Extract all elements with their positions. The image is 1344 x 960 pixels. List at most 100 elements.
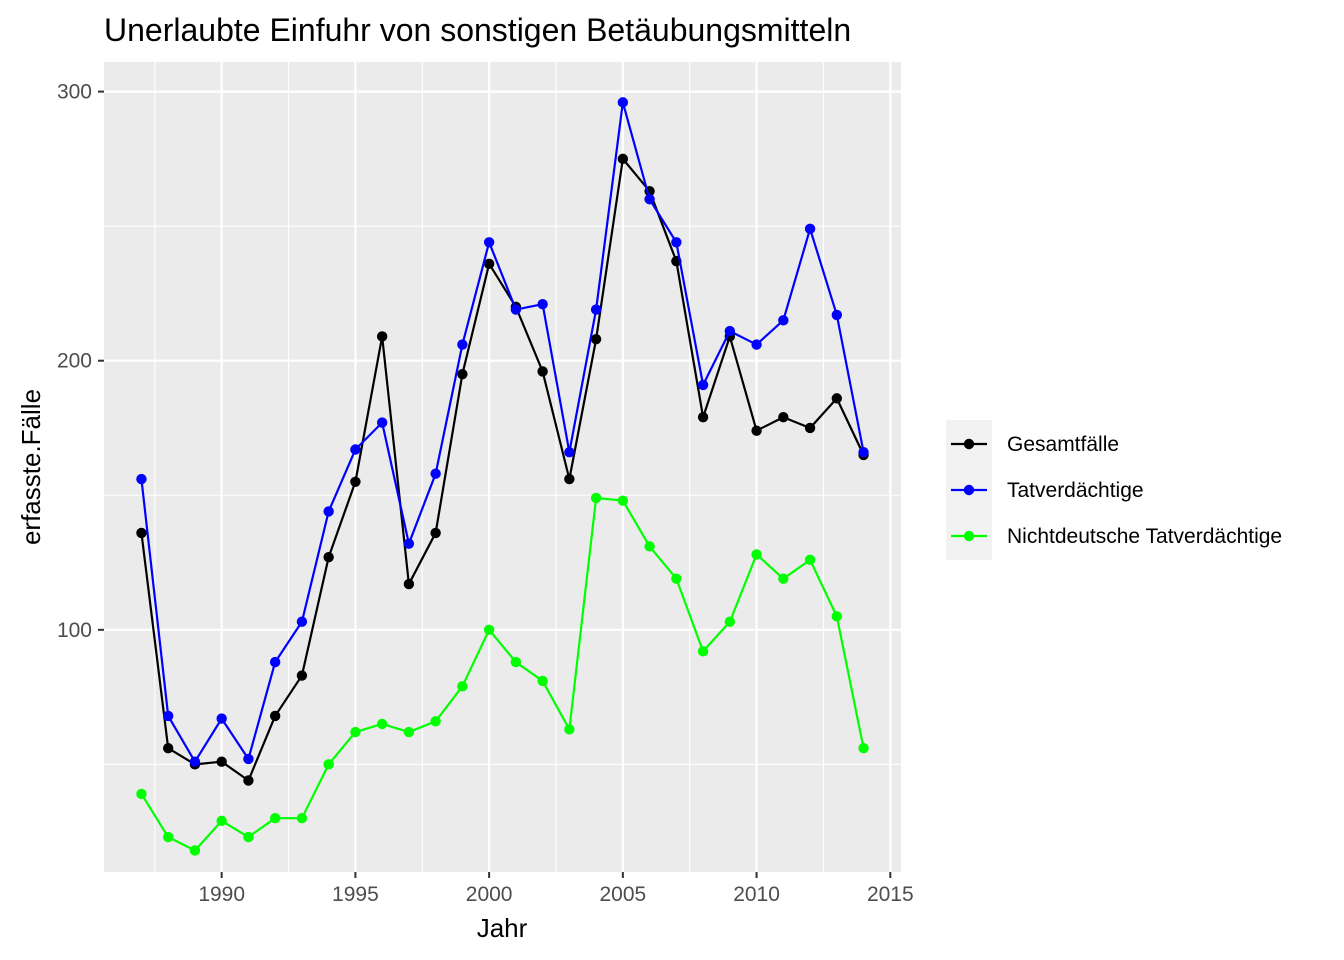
x-axis-title: Jahr: [477, 913, 528, 943]
data-point-1-2012: [804, 223, 816, 235]
data-point-2-1988: [162, 831, 174, 843]
data-point-1-2008: [697, 379, 709, 391]
data-point-1-1989: [189, 756, 201, 767]
data-point-2-1991: [243, 831, 254, 843]
data-point-1-1990: [216, 713, 227, 724]
data-point-1-2007: [671, 237, 682, 248]
data-point-2-1998: [430, 716, 441, 727]
x-tick-label-2005: 2005: [599, 883, 646, 906]
series-line-1: [140, 101, 865, 763]
series-1: [136, 97, 869, 767]
data-point-1-1995: [350, 444, 361, 455]
data-point-0-1997: [403, 578, 415, 590]
data-point-0-2012: [804, 422, 816, 434]
data-point-2-2010: [751, 549, 762, 560]
data-point-0-1991: [243, 775, 254, 786]
x-tick-label-2000: 2000: [466, 883, 513, 906]
data-point-2-1997: [403, 726, 415, 738]
data-point-2-1990: [216, 815, 227, 827]
data-point-2-1995: [350, 726, 361, 738]
data-point-1-1991: [243, 753, 254, 765]
legend-marker-2: [963, 530, 975, 542]
data-point-0-1999: [457, 368, 468, 380]
data-point-2-2004: [590, 492, 602, 504]
data-point-2-1987: [136, 788, 147, 800]
legend-marker-1: [963, 484, 975, 496]
data-point-1-1996: [376, 417, 388, 428]
data-point-2-2001: [510, 656, 522, 668]
data-point-1-2013: [831, 309, 843, 321]
legend-label-1: Tatverdächtige: [1007, 479, 1144, 502]
data-point-1-1994: [323, 506, 334, 517]
y-tick-label-300: 300: [57, 81, 92, 104]
data-point-1-1999: [457, 339, 468, 350]
series-2: [136, 492, 869, 856]
data-point-2-2013: [831, 611, 843, 622]
y-tick-label-200: 200: [57, 350, 92, 373]
x-tick-label-2010: 2010: [733, 883, 780, 906]
data-point-2-2009: [724, 616, 736, 627]
legend-label-0: Gesamtfälle: [1007, 433, 1119, 456]
data-point-0-2008: [697, 412, 709, 423]
data-point-0-1990: [216, 756, 227, 767]
data-point-1-2014: [858, 446, 869, 458]
series-layer: [136, 97, 869, 856]
data-point-0-2000: [483, 258, 495, 270]
data-point-2-2012: [804, 554, 816, 566]
data-point-0-2003: [564, 473, 575, 485]
chart-title: Unerlaubte Einfuhr von sonstigen Betäubu…: [104, 12, 851, 48]
legend: Gesamtfälle Tatverdächtige Nichtdeutsche T…: [946, 420, 1282, 560]
data-point-0-1994: [323, 551, 334, 563]
data-point-1-2005: [617, 97, 629, 108]
x-tick-label-2015: 2015: [867, 883, 914, 906]
data-point-1-1998: [430, 468, 441, 479]
data-point-1-1997: [403, 538, 415, 549]
data-point-0-1993: [296, 670, 308, 681]
data-point-2-1996: [376, 718, 388, 730]
data-point-0-1996: [376, 331, 388, 342]
legend-marker-0: [963, 438, 975, 450]
data-point-2-2006: [644, 541, 655, 552]
data-point-0-2004: [590, 333, 602, 345]
data-point-1-1992: [269, 656, 281, 668]
data-point-2-2003: [564, 724, 575, 735]
data-point-1-2001: [510, 304, 522, 315]
data-point-2-1993: [296, 812, 308, 824]
data-point-1-2009: [724, 325, 736, 337]
data-point-1-1987: [136, 473, 147, 485]
data-point-0-2011: [778, 412, 789, 423]
data-point-2-2011: [778, 573, 789, 584]
data-point-0-1998: [430, 527, 441, 539]
data-point-0-1992: [269, 710, 281, 722]
data-point-0-1988: [162, 743, 174, 754]
data-point-2-1999: [457, 681, 468, 692]
minor-gridlines: [104, 62, 901, 872]
data-point-1-2011: [778, 315, 789, 326]
x-tick-label-1995: 1995: [332, 883, 379, 906]
y-axis-title: erfasste.Fälle: [16, 389, 46, 545]
x-tick-label-1990: 1990: [198, 883, 245, 906]
data-point-0-2002: [537, 366, 548, 377]
data-point-1-2004: [590, 304, 602, 315]
data-point-1-1993: [296, 616, 308, 627]
series-line-0: [140, 157, 865, 782]
data-point-0-1987: [136, 527, 147, 539]
data-point-1-2003: [564, 446, 575, 458]
data-point-1-2006: [644, 194, 655, 205]
tick-labels: 1990 1995 2000 2005 2010 2015 100 200 300: [57, 81, 914, 906]
series-line-2: [140, 496, 865, 852]
data-point-2-2008: [697, 646, 709, 657]
legend-label-2: Nichtdeutsche Tatverdächtige: [1007, 525, 1282, 548]
data-point-2-2002: [537, 675, 548, 687]
data-point-1-1988: [162, 710, 174, 722]
data-point-1-2000: [483, 237, 495, 248]
y-tick-label-100: 100: [57, 619, 92, 642]
data-point-0-1995: [350, 476, 361, 488]
data-point-0-2010: [751, 425, 762, 436]
data-point-2-2000: [483, 624, 495, 636]
data-point-1-2002: [537, 298, 548, 310]
data-point-2-1992: [269, 812, 281, 824]
data-point-2-1989: [189, 845, 201, 856]
